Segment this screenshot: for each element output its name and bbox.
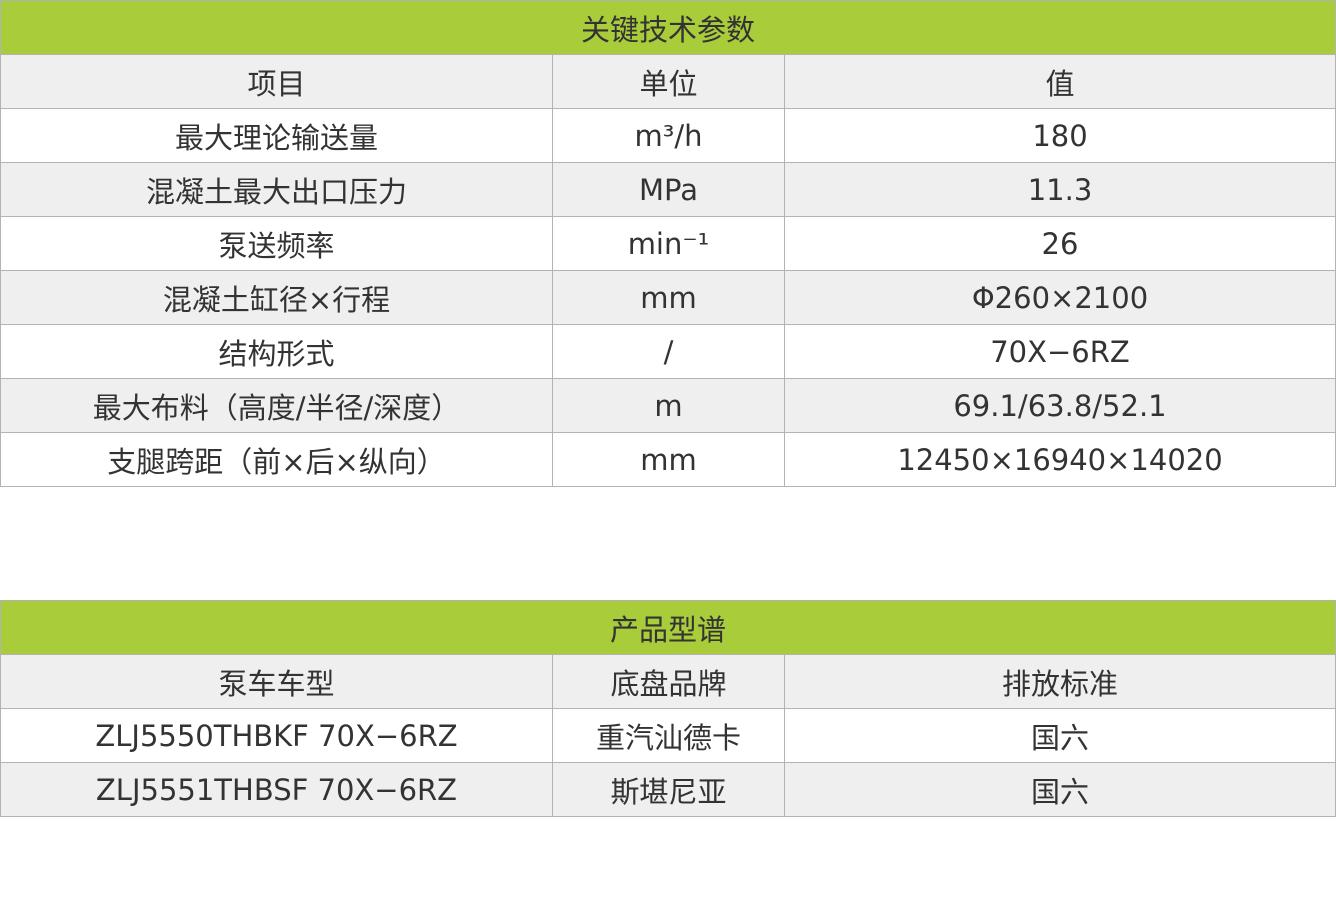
cell-unit: m (552, 378, 785, 433)
cell-unit: mm (552, 432, 785, 487)
key-specs-table: 关键技术参数 项目 单位 值 最大理论输送量 m³/h 180 混凝土最大出口压力 MP… (0, 0, 1336, 487)
table-row: ZLJ5551THBSF 70X−6RZ 斯堪尼亚 国六 (0, 762, 1336, 817)
table-title: 关键技术参数 (0, 0, 1336, 55)
cell-item: 泵送频率 (0, 216, 553, 271)
cell-value: 69.1/63.8/52.1 (784, 378, 1336, 433)
column-header: 值 (784, 54, 1336, 109)
cell-item: 结构形式 (0, 324, 553, 379)
cell-item: 最大布料（高度/半径/深度） (0, 378, 553, 433)
table-row: 支腿跨距（前×后×纵向） mm 12450×16940×14020 (0, 432, 1336, 487)
cell-model: ZLJ5551THBSF 70X−6RZ (0, 762, 553, 817)
table-row: 混凝土缸径×行程 mm Φ260×2100 (0, 270, 1336, 325)
column-header: 单位 (552, 54, 785, 109)
cell-value: 12450×16940×14020 (784, 432, 1336, 487)
cell-value: Φ260×2100 (784, 270, 1336, 325)
cell-item: 支腿跨距（前×后×纵向） (0, 432, 553, 487)
column-header: 泵车车型 (0, 654, 553, 709)
table-row: 结构形式/70X−6RZ (0, 324, 1336, 379)
cell-emission: 国六 (784, 708, 1336, 763)
table-title: 产品型谱 (0, 600, 1336, 655)
cell-unit: / (552, 324, 785, 379)
cell-item: 混凝土缸径×行程 (0, 270, 553, 325)
cell-value: 26 (784, 216, 1336, 271)
cell-unit: MPa (552, 162, 785, 217)
model-table: 产品型谱 泵车车型 底盘品牌 排放标准 ZLJ5550THBKF 70X−6RZ… (0, 600, 1336, 817)
table-row: 最大布料（高度/半径/深度） m 69.1/63.8/52.1 (0, 378, 1336, 433)
column-header: 底盘品牌 (552, 654, 785, 709)
cell-chassis: 重汽汕德卡 (552, 708, 785, 763)
cell-item: 混凝土最大出口压力 (0, 162, 553, 217)
cell-model: ZLJ5550THBKF 70X−6RZ (0, 708, 553, 763)
cell-unit: min⁻¹ (552, 216, 785, 271)
cell-value: 11.3 (784, 162, 1336, 217)
column-header: 项目 (0, 54, 553, 109)
cell-value: 70X−6RZ (784, 324, 1336, 379)
column-header: 排放标准 (784, 654, 1336, 709)
table-row: ZLJ5550THBKF 70X−6RZ 重汽汕德卡 国六 (0, 708, 1336, 763)
cell-unit: m³/h (552, 108, 785, 163)
cell-value: 180 (784, 108, 1336, 163)
cell-unit: mm (552, 270, 785, 325)
cell-item: 最大理论输送量 (0, 108, 553, 163)
table-row: 混凝土最大出口压力 MPa 11.3 (0, 162, 1336, 217)
table-row: 泵送频率 min⁻¹ 26 (0, 216, 1336, 271)
cell-chassis: 斯堪尼亚 (552, 762, 785, 817)
cell-emission: 国六 (784, 762, 1336, 817)
table-row: 最大理论输送量 m³/h 180 (0, 108, 1336, 163)
